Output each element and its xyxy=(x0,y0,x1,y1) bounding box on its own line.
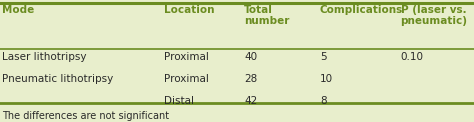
Text: 28: 28 xyxy=(244,74,257,84)
Text: Proximal: Proximal xyxy=(164,74,209,84)
Text: Mode: Mode xyxy=(2,5,35,15)
Text: P (laser vs.
pneumatic): P (laser vs. pneumatic) xyxy=(401,5,467,26)
Text: Complications: Complications xyxy=(320,5,403,15)
Text: Location: Location xyxy=(164,5,214,15)
Text: 0.10: 0.10 xyxy=(401,52,424,62)
Text: 40: 40 xyxy=(244,52,257,62)
Text: 42: 42 xyxy=(244,96,257,106)
Text: Pneumatic lithotripsy: Pneumatic lithotripsy xyxy=(2,74,114,84)
Text: Distal: Distal xyxy=(164,96,193,106)
Text: Laser lithotripsy: Laser lithotripsy xyxy=(2,52,87,62)
Text: Proximal: Proximal xyxy=(164,52,209,62)
Text: 8: 8 xyxy=(320,96,327,106)
Text: 10: 10 xyxy=(320,74,333,84)
Text: The differences are not significant: The differences are not significant xyxy=(2,111,170,121)
Text: Total
number: Total number xyxy=(244,5,290,26)
Text: 5: 5 xyxy=(320,52,327,62)
